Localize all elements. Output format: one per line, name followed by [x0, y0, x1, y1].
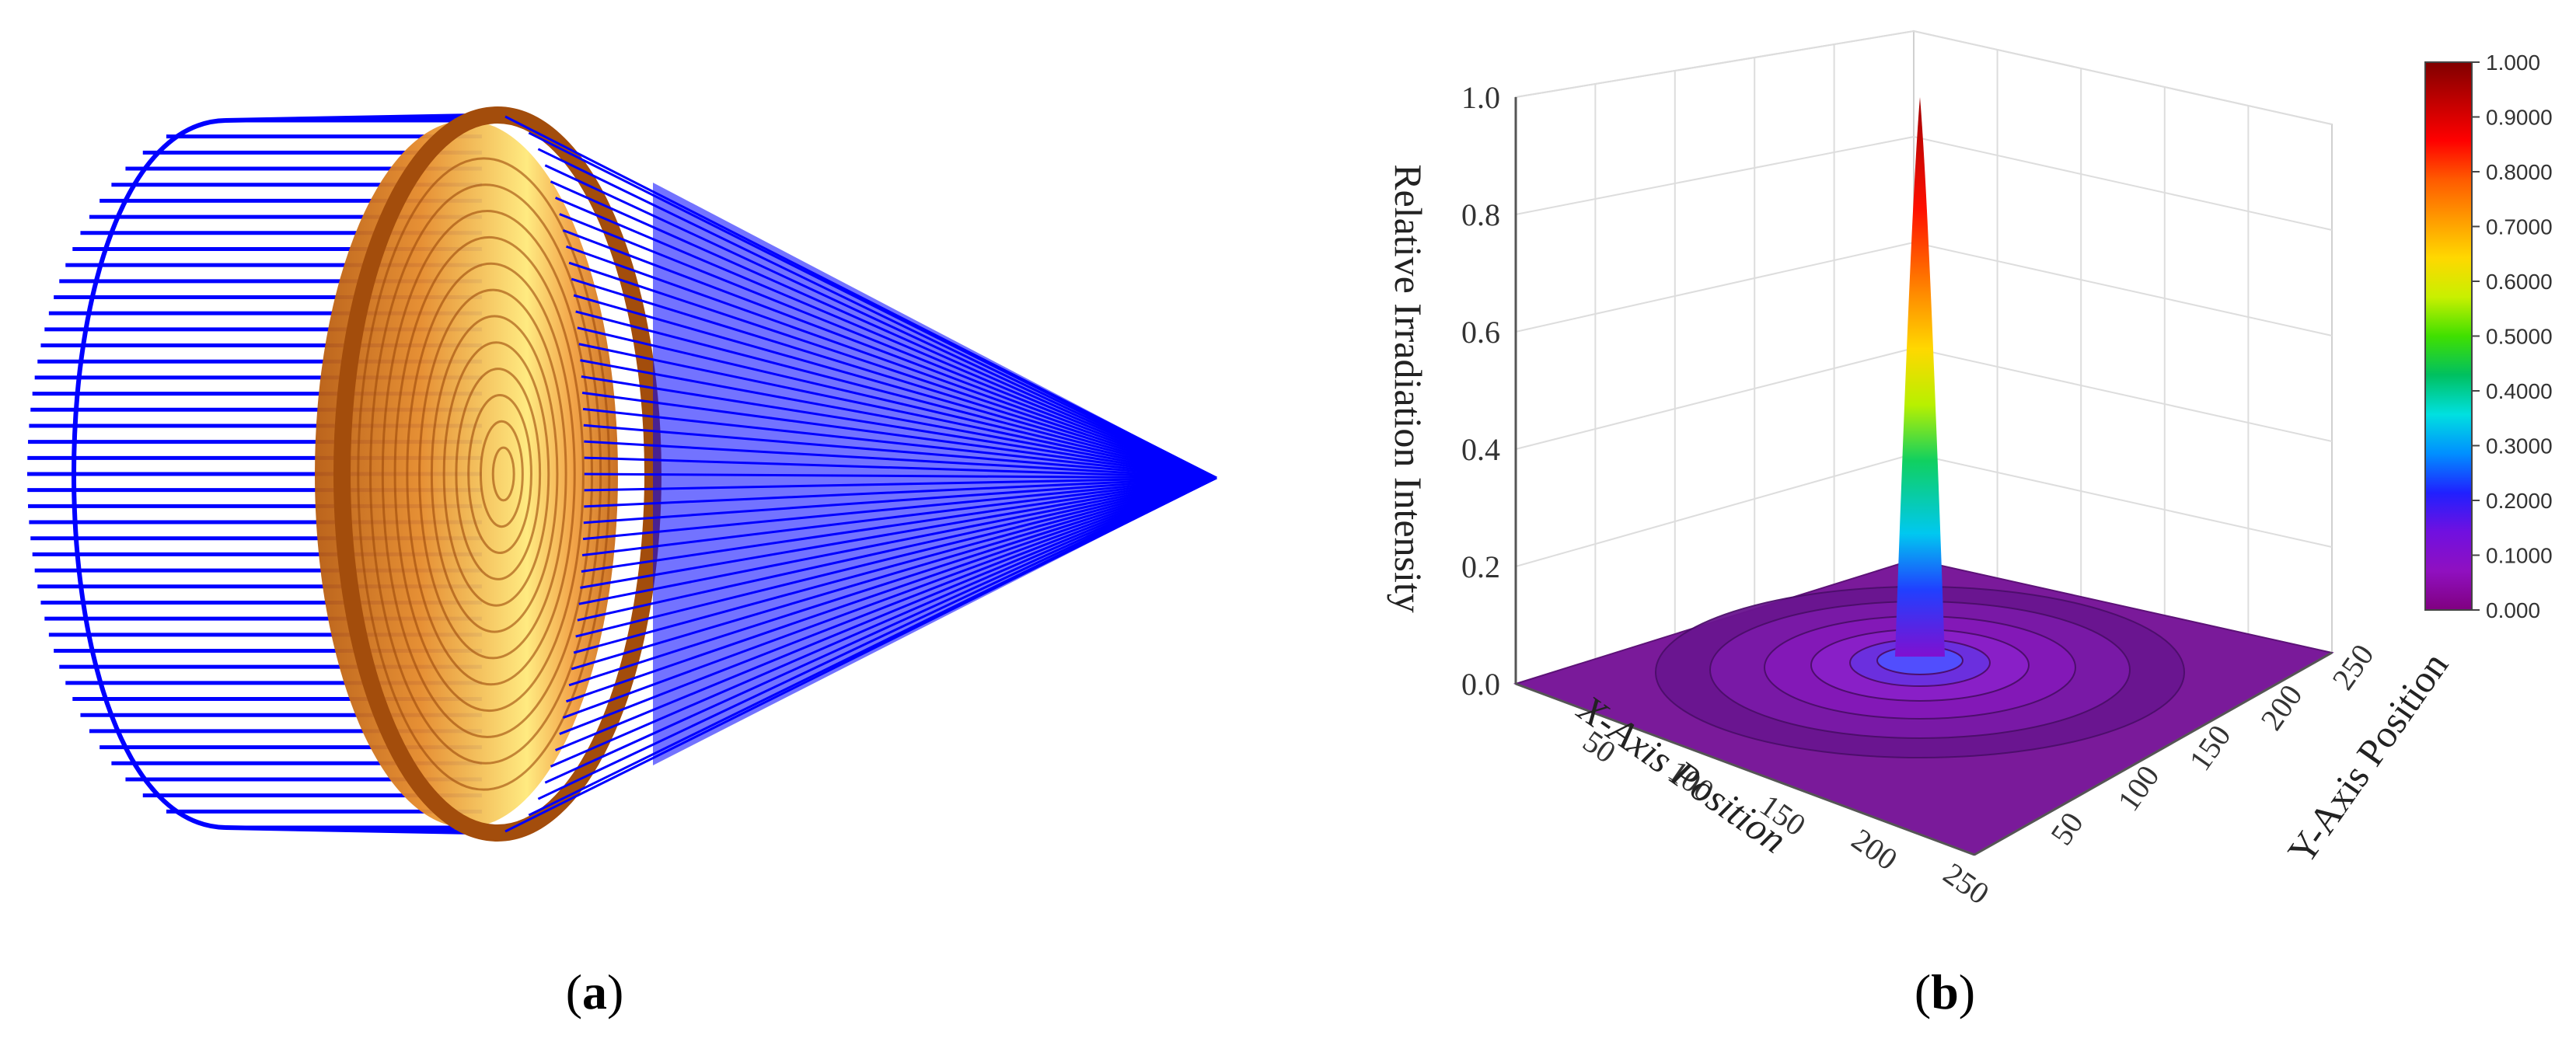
z-tick-label: 0.6 [1461, 315, 1500, 350]
x-tick-label: 250 [1937, 856, 1995, 911]
y-tick-label: 250 [2325, 638, 2380, 696]
colorbar-tick-label: 0.4000 [2486, 379, 2553, 403]
z-tick-label: 0.8 [1461, 197, 1500, 232]
colorbar-tick-label: 1.000 [2486, 51, 2540, 75]
grid-line [1515, 242, 1915, 333]
grid-line [1515, 30, 1915, 98]
grid-line [1913, 242, 2333, 336]
grid-line [1913, 347, 2333, 442]
z-tick-label: 1.0 [1461, 80, 1500, 115]
lens-ring [442, 341, 550, 607]
lens-ring [467, 393, 532, 555]
lens-ring [418, 288, 567, 660]
focused-cone [653, 183, 1216, 765]
lens-ring [455, 368, 542, 580]
cylinder-edge [72, 118, 226, 830]
focused-rays [504, 115, 1217, 833]
x-axis-line [1515, 682, 1975, 856]
ray-trace-illustration [27, 106, 1217, 842]
z-tick-label: 0.4 [1461, 432, 1500, 467]
lens-ring [393, 235, 585, 713]
lens-ring [491, 446, 515, 502]
colorbar-tick-label: 0.3000 [2486, 434, 2553, 458]
panel-b-irradiation-chart: 0.0 0.2 0.4 0.6 0.8 1.0 50 100 150 200 250 50 100 1… [1283, 0, 2576, 1019]
colorbar-tick-label: 0.000 [2486, 598, 2540, 622]
colorbar-tick-label: 0.2000 [2486, 489, 2553, 513]
lens-ring [479, 420, 524, 528]
grid-line [1913, 453, 2333, 548]
grid-line [1515, 347, 1915, 450]
grid-line [1913, 30, 2333, 125]
colorbar: 1.000 0.9000 0.8000 0.7000 0.6000 0.5000 0.400… [2424, 51, 2553, 622]
caption-b: (b) [1914, 964, 1976, 1019]
lens-ring [406, 262, 576, 686]
z-tick-label: 0.2 [1461, 549, 1500, 584]
z-axis-title: Relative Irradiation Intensity [1387, 164, 1430, 613]
colorbar-tick-label: 0.6000 [2486, 270, 2553, 294]
lens-ring [430, 315, 559, 633]
y-axis-title: Y-Axis Position [2279, 644, 2456, 872]
caption-a: (a) [565, 964, 624, 1019]
grid-line [1515, 136, 1915, 215]
panel-a-ray-diagram: (a) [0, 0, 1283, 1019]
colorbar-tick-label: 0.1000 [2486, 544, 2553, 568]
grid-line [1913, 136, 2333, 231]
surface-rings [1655, 586, 2185, 758]
surface-peak [1895, 97, 1945, 657]
x-tick-label: 200 [1845, 821, 1904, 877]
colorbar-tick-label: 0.9000 [2486, 106, 2553, 130]
colorbar-tick-label: 0.7000 [2486, 215, 2553, 239]
grid-line [1515, 453, 1915, 567]
z-tick-label: 0.0 [1461, 667, 1500, 702]
colorbar-tick-label: 0.5000 [2486, 325, 2553, 349]
z-tick-labels: 0.0 0.2 0.4 0.6 0.8 1.0 [1461, 80, 1500, 702]
colorbar-tick-label: 0.8000 [2486, 160, 2553, 184]
y-axis-line [1974, 651, 2333, 856]
